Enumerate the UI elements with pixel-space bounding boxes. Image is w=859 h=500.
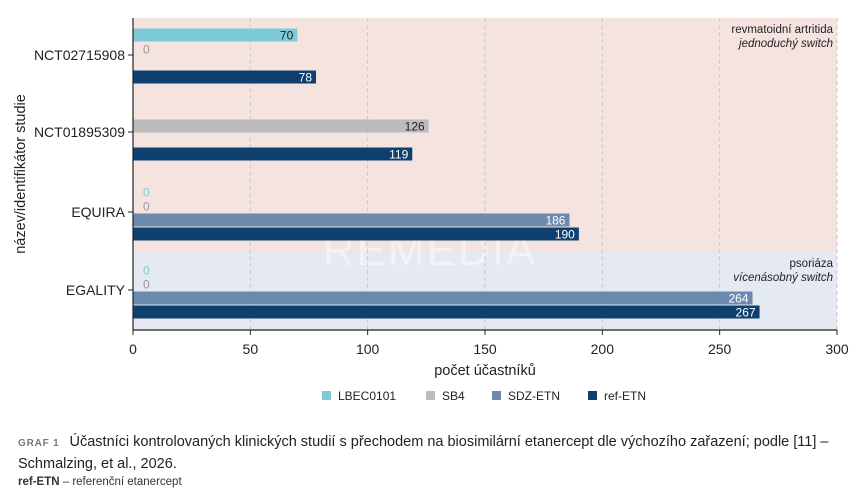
legend-label-ref-etn: ref-ETN [604,389,646,403]
bar-chart: revmatoidní artritida jednoduchý switch ps… [13,18,849,403]
data-label: 186 [545,214,565,228]
x-tick-label: 0 [129,341,137,357]
bar-ref-etn-nct01895309 [133,147,413,161]
x-tick-label: 100 [356,341,380,357]
data-label: 264 [728,292,748,306]
legend-swatch-lbec0101 [322,391,331,400]
legend-label-sb4: SB4 [442,389,465,403]
data-label: 0 [143,200,150,214]
x-tick-label: 300 [825,341,849,357]
bar-sdz-etn-equira [133,213,570,227]
data-label: 70 [280,29,294,43]
abbreviation-term: ref-ETN [18,476,60,488]
data-label: 0 [143,43,150,57]
legend-label-lbec0101: LBEC0101 [338,389,396,403]
bar-sdz-etn-egality [133,291,753,305]
data-label: 119 [389,148,408,162]
legend-swatch-ref-etn [588,391,597,400]
data-label: 0 [143,264,150,278]
bar-ref-etn-nct02715908 [133,70,317,84]
data-label: 0 [143,278,150,292]
legend-label-sdz-etn: SDZ-ETN [508,389,560,403]
bar-ref-etn-egality [133,305,760,319]
bar-ref-etn-equira [133,227,579,241]
figure-caption: GRAF 1 Účastníci kontrolovaných klinický… [18,432,848,474]
bar-lbec0101-nct02715908 [133,28,298,42]
x-tick-label: 250 [708,341,732,357]
data-label: 267 [736,306,756,320]
y-axis-title: název/identifikátor studie [13,94,29,254]
y-category-label: NCT01895309 [34,124,125,140]
bar-sb4-nct01895309 [133,119,429,133]
y-category-label: NCT02715908 [34,47,125,63]
x-tick-label: 150 [473,341,497,357]
region-subtitle-1: jednoduchý switch [737,38,833,50]
x-axis-title: počet účastníků [434,363,536,379]
figure-label: GRAF 1 [18,438,60,449]
y-category-label: EGALITY [66,282,126,298]
y-category-label: EQUIRA [71,204,125,220]
data-label: 190 [555,228,575,242]
abbreviation-definition: – referenční etanercept [59,476,182,488]
x-tick-label: 200 [591,341,615,357]
data-label: 0 [143,186,150,200]
data-label: 126 [405,120,425,134]
x-tick-label: 50 [243,341,259,357]
data-label: 78 [299,71,313,85]
abbreviation-note: ref-ETN – referenční etanercept [18,476,182,488]
region-title-1: revmatoidní artritida [731,24,833,36]
legend-swatch-sdz-etn [492,391,501,400]
region-subtitle-2: vícenásobný switch [733,272,833,284]
region-title-2: psoriáza [790,258,834,270]
legend-swatch-sb4 [426,391,435,400]
figure-caption-text: Účastníci kontrolovaných klinických stud… [18,434,829,472]
